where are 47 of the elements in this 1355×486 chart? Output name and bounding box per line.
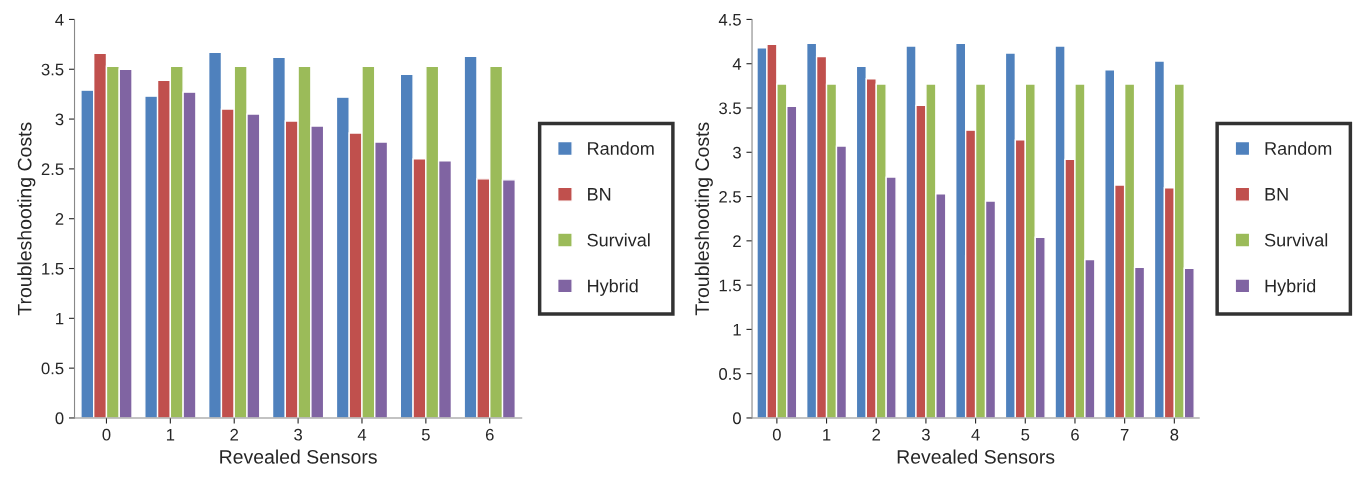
y-tick-label: 3.5 — [719, 102, 741, 115]
legend-label: Survival — [587, 233, 650, 247]
y-tick-label: 3 — [55, 113, 64, 126]
x-tick-label: 8 — [1170, 428, 1179, 441]
y-tick-label: 0 — [55, 412, 64, 425]
y-axis-title: Troubleshooting Costs — [17, 122, 36, 316]
legend-label: BN — [588, 188, 611, 201]
y-axis-title: Troubleshooting Costs — [694, 122, 713, 316]
x-tick-label: 0 — [102, 428, 111, 441]
legend-label: Random — [588, 141, 654, 155]
x-tick-label: 6 — [1071, 428, 1079, 441]
y-tick-label: 3.5 — [41, 63, 64, 76]
y-tick-label: 1 — [733, 323, 741, 336]
y-tick-label: 4 — [732, 58, 742, 70]
x-tick-label: 0 — [772, 428, 781, 441]
y-tick-label: 1 — [56, 312, 64, 325]
x-tick-label: 4 — [971, 428, 980, 441]
legend-label: Hybrid — [588, 279, 638, 296]
y-tick-label: 2 — [733, 235, 741, 247]
x-tick-label: 3 — [294, 428, 302, 441]
legend-label: BN — [1265, 188, 1288, 201]
y-tick-label: 0 — [732, 412, 741, 425]
x-tick-label: 2 — [230, 428, 239, 441]
y-tick-label: 0.5 — [41, 362, 64, 375]
y-tick-label: 0.5 — [719, 368, 741, 380]
y-tick-label: 1.5 — [42, 263, 64, 275]
y-tick-label: 1.5 — [719, 279, 741, 292]
x-tick-label: 7 — [1120, 428, 1129, 441]
y-tick-label: 2.5 — [719, 190, 741, 203]
legend-label: Survival — [1264, 233, 1328, 247]
x-tick-label: 3 — [921, 428, 930, 441]
y-tick-label: 3 — [732, 146, 741, 159]
legend-label: Random — [1265, 141, 1332, 155]
y-tick-label: 2.5 — [41, 163, 64, 176]
x-tick-label: 5 — [421, 428, 430, 441]
x-axis-title: Revealed Sensors — [897, 449, 1055, 464]
y-tick-label: 4 — [55, 14, 64, 26]
x-tick-label: 4 — [357, 428, 367, 441]
x-tick-label: 2 — [872, 428, 881, 441]
x-tick-label: 1 — [166, 428, 175, 441]
legend-label: Hybrid — [1265, 279, 1316, 296]
x-tick-label: 5 — [1021, 428, 1030, 441]
x-tick-label: 6 — [485, 428, 494, 441]
x-tick-label: 1 — [823, 428, 831, 441]
y-tick-label: 2 — [55, 213, 64, 225]
x-axis-title: Revealed Sensors — [220, 449, 377, 464]
y-tick-label: 4.5 — [718, 14, 741, 26]
